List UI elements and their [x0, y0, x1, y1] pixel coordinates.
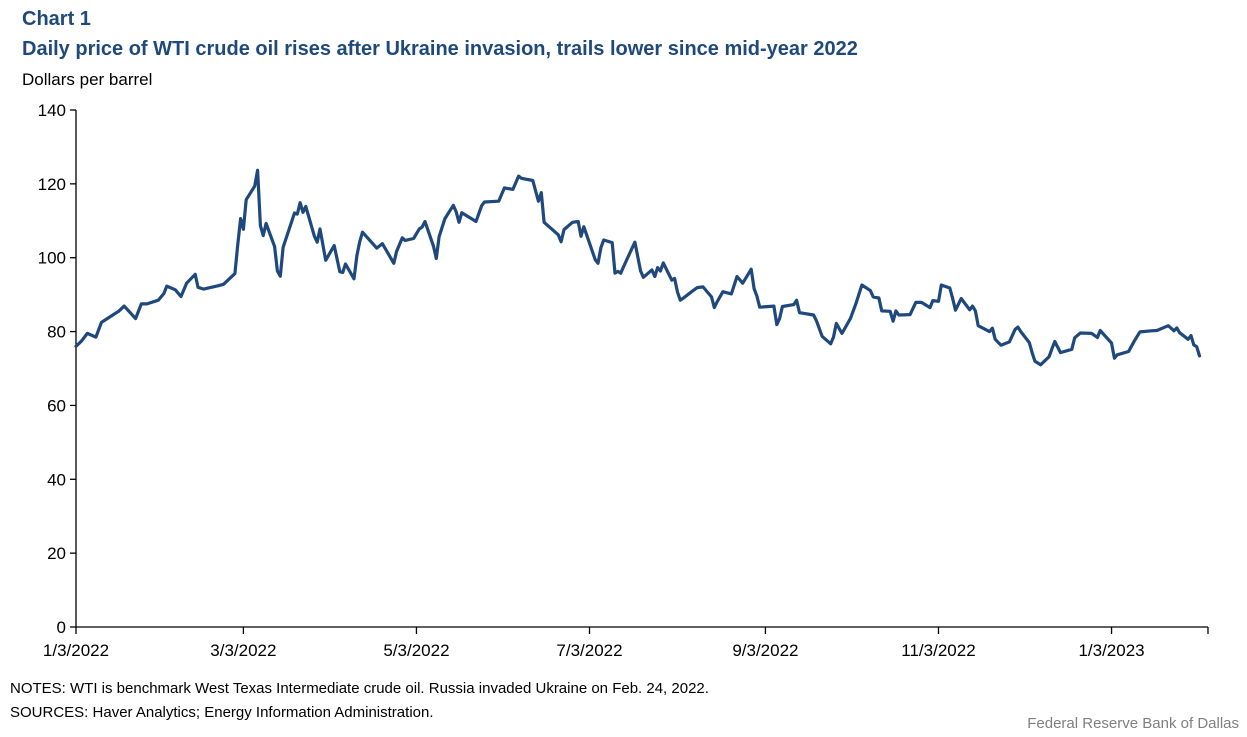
x-tick-label: 5/3/2022: [383, 641, 449, 660]
y-tick-label: 100: [38, 249, 66, 268]
x-axis-ticks: 1/3/2022 3/3/2022 5/3/2022 7/3/2022 9/3/2022…: [43, 627, 1209, 660]
x-tick-label: 1/3/2022: [43, 641, 109, 660]
x-tick-label: 1/3/2023: [1078, 641, 1144, 660]
y-axis-ticks: 0 20 40 60 80 100 120 140: [38, 101, 76, 637]
chart-label: Chart 1: [22, 8, 91, 30]
x-tick-label: 9/3/2022: [732, 641, 798, 660]
x-tick-label: 7/3/2022: [556, 641, 622, 660]
x-tick-label: 11/3/2022: [901, 641, 975, 660]
chart-title: Daily price of WTI crude oil rises after…: [22, 38, 858, 60]
y-tick-label: 140: [38, 101, 66, 120]
axes: [75, 110, 1208, 628]
y-tick-label: 40: [47, 470, 66, 489]
y-tick-label: 80: [47, 323, 66, 342]
wti-price-line: [74, 168, 1202, 367]
credit-text: Federal Reserve Bank of Dallas: [1027, 715, 1239, 732]
x-tick-label: 3/3/2022: [210, 641, 276, 660]
y-tick-label: 60: [47, 396, 66, 415]
y-tick-label: 0: [57, 618, 66, 637]
sources-text: SOURCES: Haver Analytics; Energy Informa…: [10, 704, 434, 721]
notes-text: NOTES: WTI is benchmark West Texas Inter…: [10, 680, 709, 697]
y-tick-label: 120: [38, 175, 66, 194]
y-axis-unit-label: Dollars per barrel: [22, 70, 153, 89]
series-group: [74, 168, 1202, 367]
y-tick-label: 20: [47, 544, 66, 563]
